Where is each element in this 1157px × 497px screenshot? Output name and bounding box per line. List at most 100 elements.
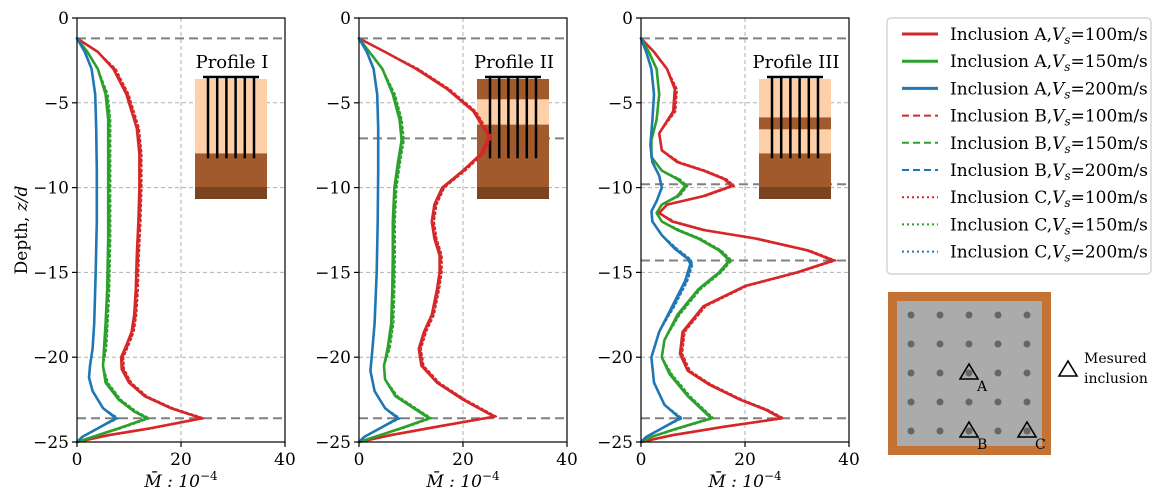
inclusion-dot <box>936 398 944 406</box>
x-tick-label: 0 <box>636 450 647 470</box>
x-axis-label: M̄ : 10−4 <box>425 469 500 492</box>
soil-layer <box>759 79 831 118</box>
inclusion-dot <box>936 311 944 319</box>
inclusion-dot <box>1023 311 1031 319</box>
inclusion-dot <box>965 427 973 435</box>
legend-entry: Inclusion A,Vs=200m/s <box>950 79 1148 101</box>
profile-sketch <box>759 75 831 199</box>
inclusion-dot <box>936 369 944 377</box>
series-line-Vs200-dotted <box>640 37 694 443</box>
inclusion-dot <box>965 340 973 348</box>
profile-sketch <box>477 75 549 199</box>
y-tick-label: −5 <box>44 94 69 114</box>
note-marker-icon <box>1057 359 1079 377</box>
inclusion-dot <box>907 340 915 348</box>
profile-sketch <box>195 75 267 199</box>
series-line-Vs150-dashed <box>358 37 432 443</box>
y-tick-label: −10 <box>33 179 69 199</box>
series-line-Vs100-dotted <box>640 37 837 443</box>
soil-layer <box>195 187 267 199</box>
legend-entry: Inclusion A,Vs=150m/s <box>950 52 1148 74</box>
inclusion-dot <box>1023 427 1031 435</box>
series-line-Vs150-dotted <box>76 37 151 443</box>
inclusion-label: B <box>977 437 987 453</box>
soil-layer <box>759 117 831 130</box>
inclusion-dot <box>936 340 944 348</box>
inclusion-dot <box>1023 340 1031 348</box>
soil-layer <box>195 153 267 187</box>
legend-entry: Inclusion A,Vs=100m/s <box>950 25 1148 47</box>
soil-layer <box>759 129 831 154</box>
inclusion-dot <box>994 311 1002 319</box>
measured-marker <box>958 420 980 438</box>
inclusion-dot <box>1023 369 1031 377</box>
x-tick-label: 0 <box>354 450 365 470</box>
inclusion-dot <box>994 398 1002 406</box>
x-tick-label: 20 <box>452 450 474 470</box>
legend-box <box>886 17 1152 275</box>
soil-layer <box>759 153 831 187</box>
legend-entry: Inclusion C,Vs=200m/s <box>950 243 1148 265</box>
inclusion-dot <box>994 340 1002 348</box>
x-axis-label: M̄ : 10−4 <box>143 469 218 492</box>
series-line-Vs200-solid <box>639 37 692 444</box>
y-tick-label: −25 <box>33 433 69 453</box>
inclusion-dot <box>907 398 915 406</box>
inclusion-label: C <box>1035 437 1046 453</box>
x-tick-label: 0 <box>72 450 83 470</box>
series-line-Vs100-solid <box>357 37 496 444</box>
y-tick-label: −25 <box>315 433 351 453</box>
y-tick-label: 0 <box>58 9 69 29</box>
y-tick-label: −10 <box>597 179 633 199</box>
series-line-Vs100-dotted <box>76 37 205 443</box>
x-tick-label: 40 <box>838 450 860 470</box>
legend: Inclusion A,Vs=100m/s Inclusion A,Vs=150m… <box>886 17 1152 275</box>
inclusion-dot <box>907 427 915 435</box>
inclusion-label: A <box>976 379 988 395</box>
legend-entry: Inclusion B,Vs=100m/s <box>950 107 1148 129</box>
legend-entry: Inclusion C,Vs=150m/s <box>950 215 1148 237</box>
y-tick-label: −20 <box>315 348 351 368</box>
y-tick-label: −20 <box>33 348 69 368</box>
series-line-Vs100-dotted <box>358 37 498 443</box>
y-tick-label: 0 <box>340 9 351 29</box>
inclusion-dot <box>965 369 973 377</box>
measured-marker <box>1016 420 1038 438</box>
series-line-Vs100-dashed <box>358 37 497 443</box>
y-tick-label: −10 <box>315 179 351 199</box>
inclusion-dot <box>1023 398 1031 406</box>
legend-entry: Inclusion B,Vs=200m/s <box>950 161 1148 183</box>
y-tick-label: 0 <box>622 9 633 29</box>
soil-layer <box>477 187 549 199</box>
x-tick-label: 40 <box>556 450 578 470</box>
y-tick-label: −15 <box>597 263 633 283</box>
profile-title: Profile III <box>752 52 839 73</box>
inclusion-dot <box>994 369 1002 377</box>
x-tick-label: 20 <box>734 450 756 470</box>
y-axis-label: Depth, z/d <box>12 186 32 275</box>
y-tick-label: −5 <box>608 94 633 114</box>
inclusion-dot <box>965 311 973 319</box>
series-line-Vs150-dotted <box>640 37 733 443</box>
profile-title: Profile I <box>196 52 269 73</box>
y-tick-label: −15 <box>33 263 69 283</box>
series-line-Vs200-dotted <box>76 37 120 443</box>
inclusion-dot <box>994 427 1002 435</box>
series-line-Vs100-dashed <box>76 37 204 443</box>
series-line-Vs150-dotted <box>358 37 433 443</box>
inclusion-dot <box>936 427 944 435</box>
y-tick-label: −5 <box>326 94 351 114</box>
x-tick-label: 20 <box>170 450 192 470</box>
inclusion-dot <box>907 369 915 377</box>
note-line-1: Mesured <box>1084 351 1147 367</box>
soil-layer <box>759 187 831 199</box>
inclusion-dot <box>965 398 973 406</box>
note-line-2: inclusion <box>1084 371 1148 387</box>
profile-title: Profile II <box>474 52 554 73</box>
soil-layer <box>195 79 267 154</box>
